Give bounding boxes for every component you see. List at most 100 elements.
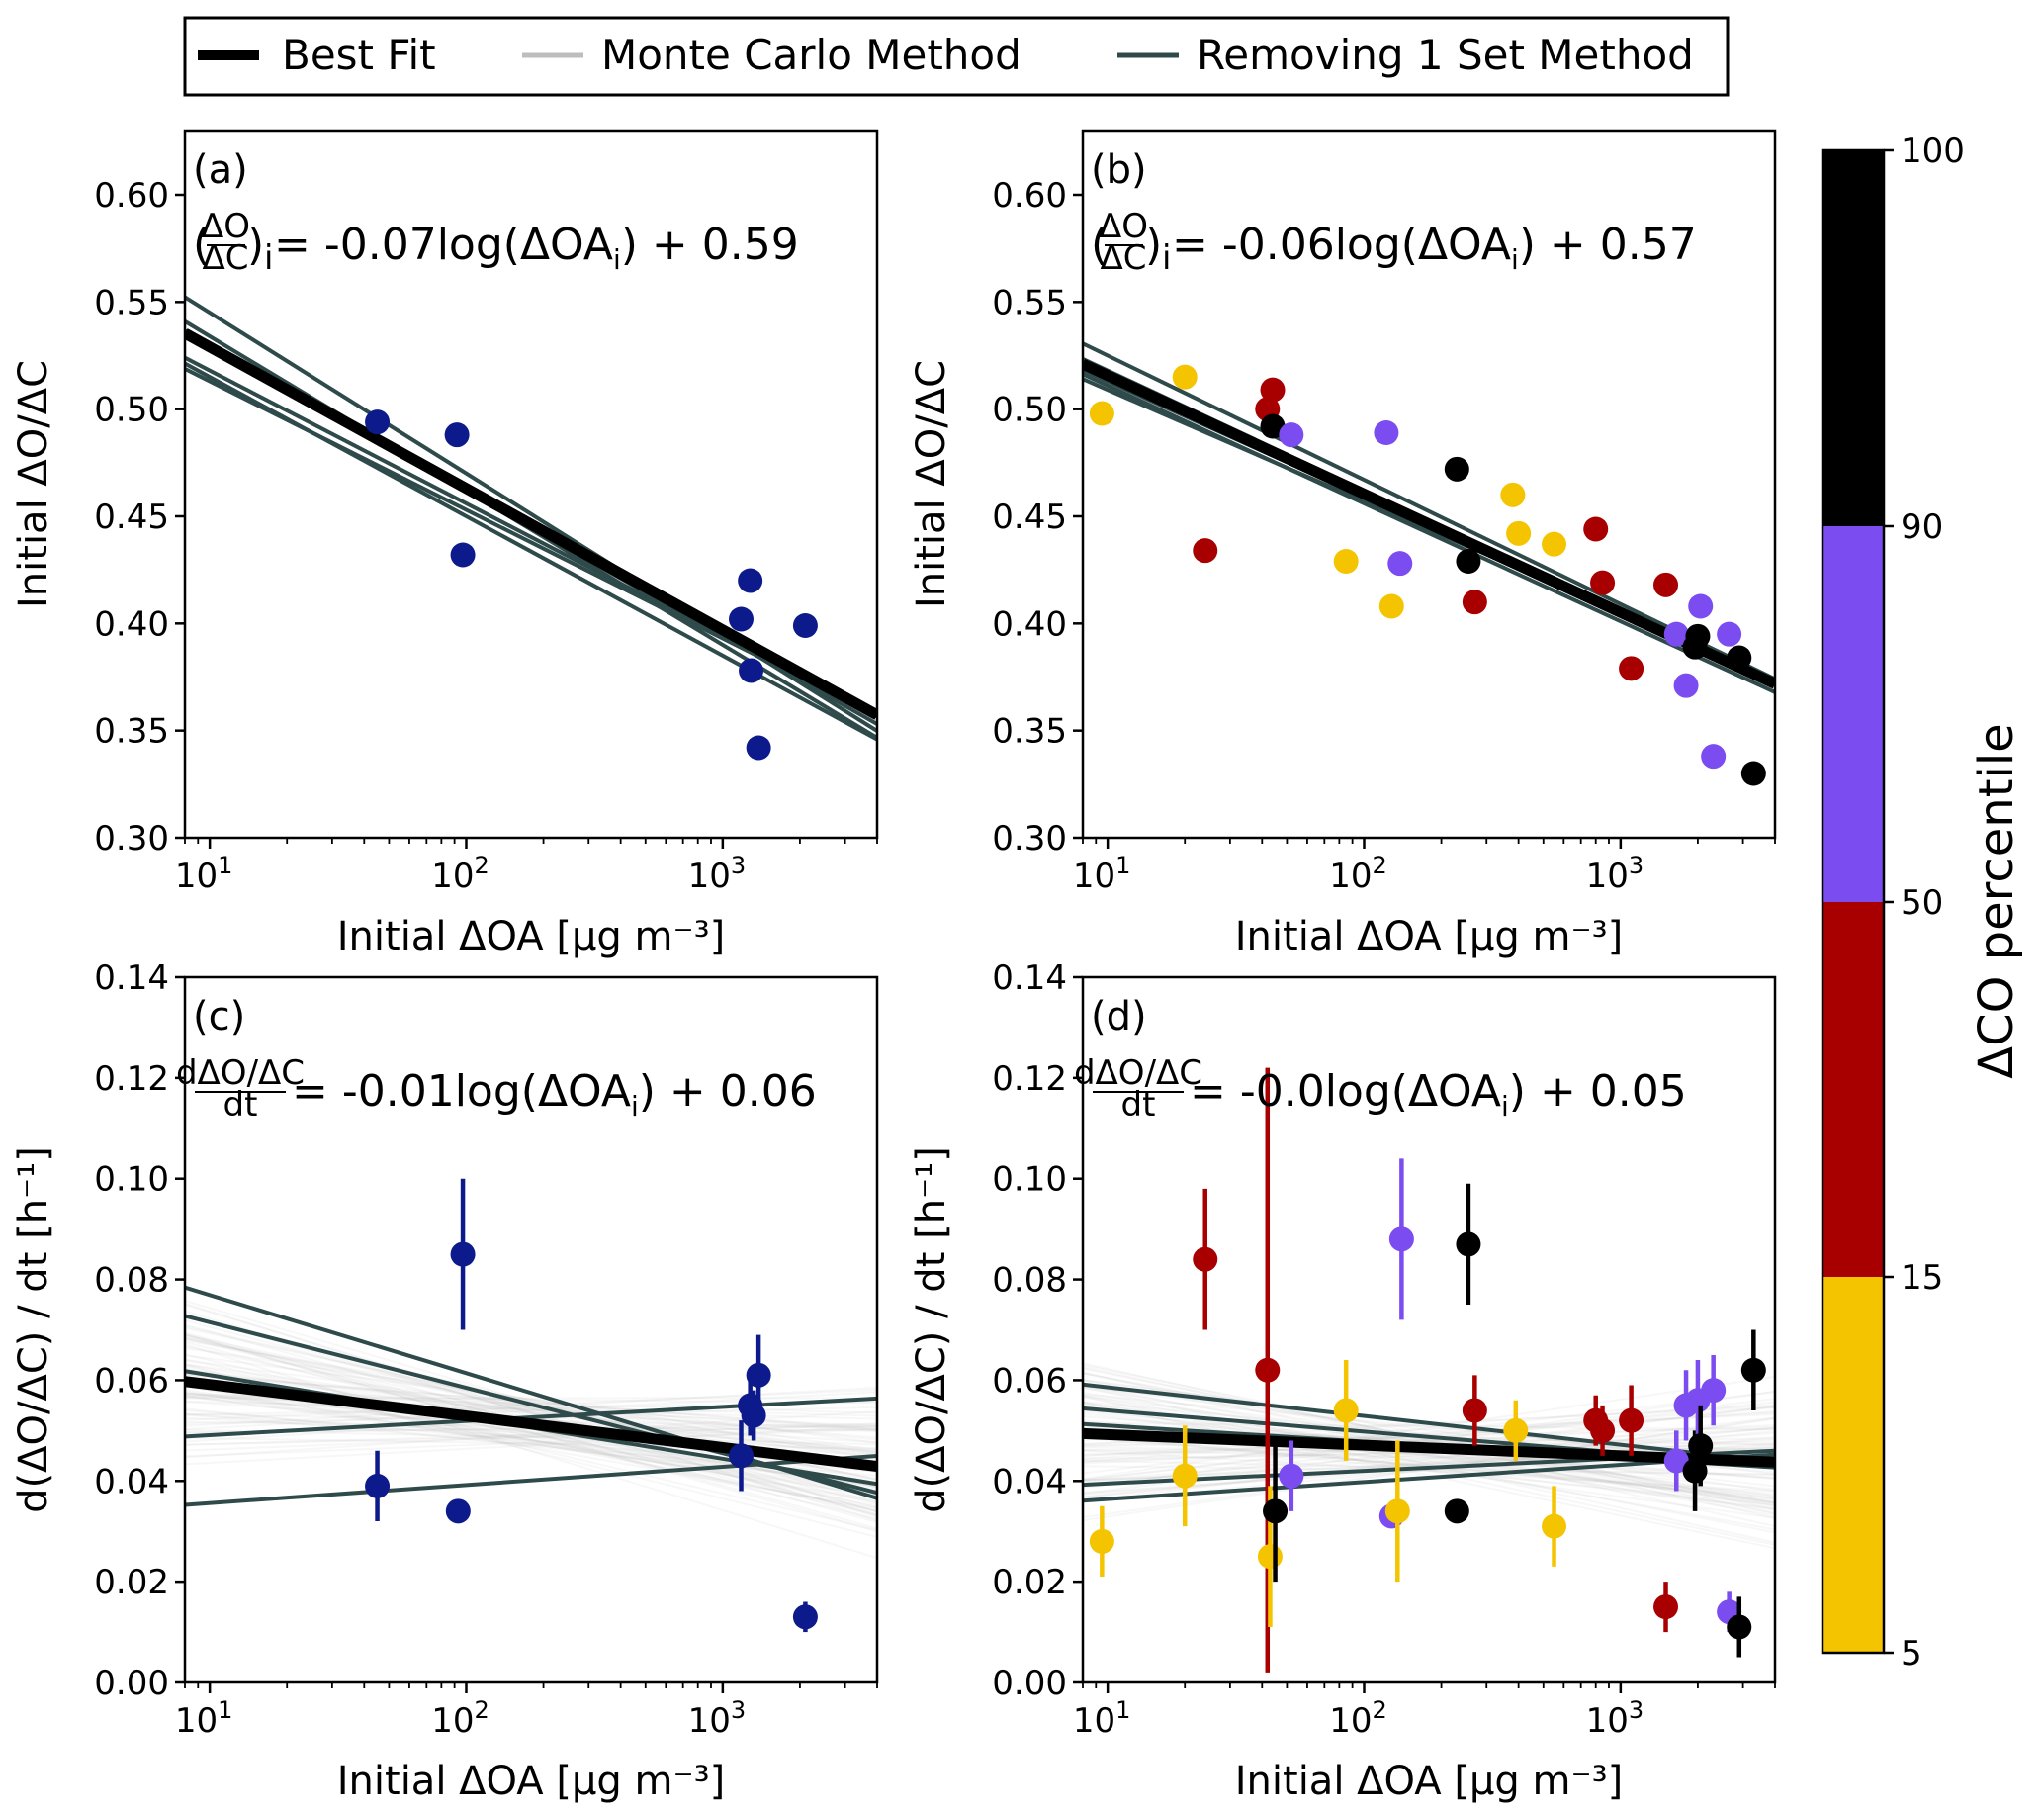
data-point xyxy=(1727,1614,1752,1640)
equation-frac-num: ΔO xyxy=(201,207,250,246)
best-fit-line xyxy=(1083,359,1775,689)
x-tick-label: 102 xyxy=(1329,1696,1387,1741)
data-point xyxy=(1740,1357,1766,1383)
equation-lhs-sub: i xyxy=(1162,238,1171,278)
panel-a: 0.30 0.35 0.40 0.45 0.50 0.55 0.60 101 102 103 Ini… xyxy=(11,129,879,959)
y-tick-label: 0.50 xyxy=(94,391,169,430)
colorbar-tick-label-50: 50 xyxy=(1901,883,1943,923)
data-point xyxy=(739,658,764,683)
removing-set-line xyxy=(185,1453,877,1507)
montecarlo-line xyxy=(185,1424,877,1466)
data-point xyxy=(1263,1498,1289,1524)
montecarlo-line xyxy=(185,1392,877,1473)
montecarlo-line xyxy=(185,1391,877,1431)
data-point xyxy=(1456,549,1481,574)
equation-frac-num: ΔO xyxy=(1099,207,1148,246)
montecarlo-line xyxy=(1083,1401,1775,1482)
equation-frac-den: ΔC xyxy=(203,238,249,278)
data-point xyxy=(728,606,754,632)
montecarlo-line xyxy=(1083,1434,1775,1506)
y-tick-label: 0.10 xyxy=(94,1160,169,1200)
y-tick-label: 0.35 xyxy=(992,712,1067,752)
y-axis-label: d(ΔO/ΔC) / dt [h⁻¹] xyxy=(11,1146,56,1513)
data-point xyxy=(1673,673,1699,698)
axes-frame xyxy=(1081,129,1777,840)
data-point xyxy=(1740,761,1766,786)
data-point xyxy=(1542,531,1567,557)
data-point xyxy=(1172,364,1198,390)
montecarlo-line xyxy=(1083,1375,1775,1481)
montecarlo-line xyxy=(1083,1423,1775,1457)
data-point xyxy=(1172,1463,1198,1489)
legend-montecarlo-label: Monte Carlo Method xyxy=(601,31,1022,79)
equation-frac-den: dt xyxy=(1121,1085,1156,1125)
montecarlo-line xyxy=(1083,1426,1775,1482)
data-point xyxy=(1388,1226,1414,1252)
colorbar-tick-label-15: 15 xyxy=(1901,1258,1943,1298)
panel-b: 0.30 0.35 0.40 0.45 0.50 0.55 0.60 101 102 103 Ini… xyxy=(909,129,1777,959)
data-point xyxy=(746,1362,771,1388)
y-tick-label: 0.60 xyxy=(94,176,169,216)
montecarlo-line xyxy=(185,1413,877,1452)
data-point xyxy=(1193,1246,1218,1272)
colorbar-band-90-100 xyxy=(1822,150,1884,526)
equation-paren-open: ( xyxy=(193,220,210,270)
montecarlo-line xyxy=(185,1371,877,1456)
data-point xyxy=(1701,1378,1727,1404)
data-point xyxy=(365,1473,391,1498)
equation-rhs: = -0.0log(ΔOAi) + 0.05 xyxy=(1190,1066,1687,1123)
montecarlo-line xyxy=(1083,1367,1775,1511)
y-tick-label: 0.60 xyxy=(992,176,1067,216)
data-point xyxy=(741,1403,766,1428)
montecarlo-line xyxy=(1083,1390,1775,1490)
y-tick-label: 0.35 xyxy=(94,712,169,752)
montecarlo-line xyxy=(185,1315,877,1513)
colorbar-tick-label-90: 90 xyxy=(1901,507,1943,547)
data-point xyxy=(1260,377,1286,403)
montecarlo-line xyxy=(1083,1449,1775,1493)
data-point xyxy=(1653,572,1679,597)
data-point xyxy=(1688,1433,1714,1459)
montecarlo-line xyxy=(185,1395,877,1487)
legend: Best Fit Monte Carlo Method Removing 1 S… xyxy=(183,16,1730,97)
data-point xyxy=(1503,1417,1529,1443)
montecarlo-line xyxy=(185,1384,877,1488)
equation-paren-close: ) xyxy=(247,220,264,270)
y-tick-label: 0.40 xyxy=(94,604,169,644)
montecarlo-line xyxy=(185,1319,877,1506)
data-point xyxy=(1255,1357,1281,1383)
data-point xyxy=(444,422,470,448)
montecarlo-line xyxy=(1083,1431,1775,1485)
montecarlo-line xyxy=(185,1302,877,1522)
montecarlo-line xyxy=(1083,1394,1775,1517)
x-axis-label: Initial ΔOA [μg m⁻³] xyxy=(1235,1759,1624,1804)
data-point xyxy=(1374,420,1399,445)
colorbar-band-50-90 xyxy=(1822,526,1884,902)
colorbar-band-15-50 xyxy=(1822,902,1884,1277)
removing-set-line xyxy=(1083,341,1775,681)
montecarlo-line xyxy=(1083,1465,1775,1476)
montecarlo-line xyxy=(185,1343,877,1560)
equation-frac-num: dΔO/ΔC xyxy=(176,1053,305,1093)
data-point xyxy=(1387,551,1413,577)
data-point xyxy=(1663,621,1689,647)
x-tick-label: 102 xyxy=(431,852,489,896)
montecarlo-line xyxy=(1083,1386,1775,1544)
x-axis-label: Initial ΔOA [μg m⁻³] xyxy=(337,1759,726,1804)
y-tick-label: 0.06 xyxy=(992,1361,1067,1401)
panel-c: 0.00 0.02 0.04 0.06 0.08 0.10 0.12 0.14 101 102 10… xyxy=(11,958,879,1804)
x-tick-label: 101 xyxy=(175,1696,233,1741)
montecarlo-line xyxy=(185,1346,877,1452)
data-point xyxy=(1701,744,1727,770)
y-tick-label: 0.50 xyxy=(992,391,1067,430)
y-tick-label: 0.55 xyxy=(992,283,1067,322)
data-point xyxy=(1590,1417,1616,1443)
y-axis-label: Initial ΔO/ΔC xyxy=(909,360,954,608)
montecarlo-line xyxy=(185,1358,877,1508)
y-tick-label: 0.02 xyxy=(992,1563,1067,1602)
x-axis-label: Initial ΔOA [μg m⁻³] xyxy=(337,914,726,959)
x-tick-label: 101 xyxy=(1073,852,1131,896)
montecarlo-line xyxy=(185,1353,877,1520)
montecarlo-line xyxy=(185,1428,877,1446)
